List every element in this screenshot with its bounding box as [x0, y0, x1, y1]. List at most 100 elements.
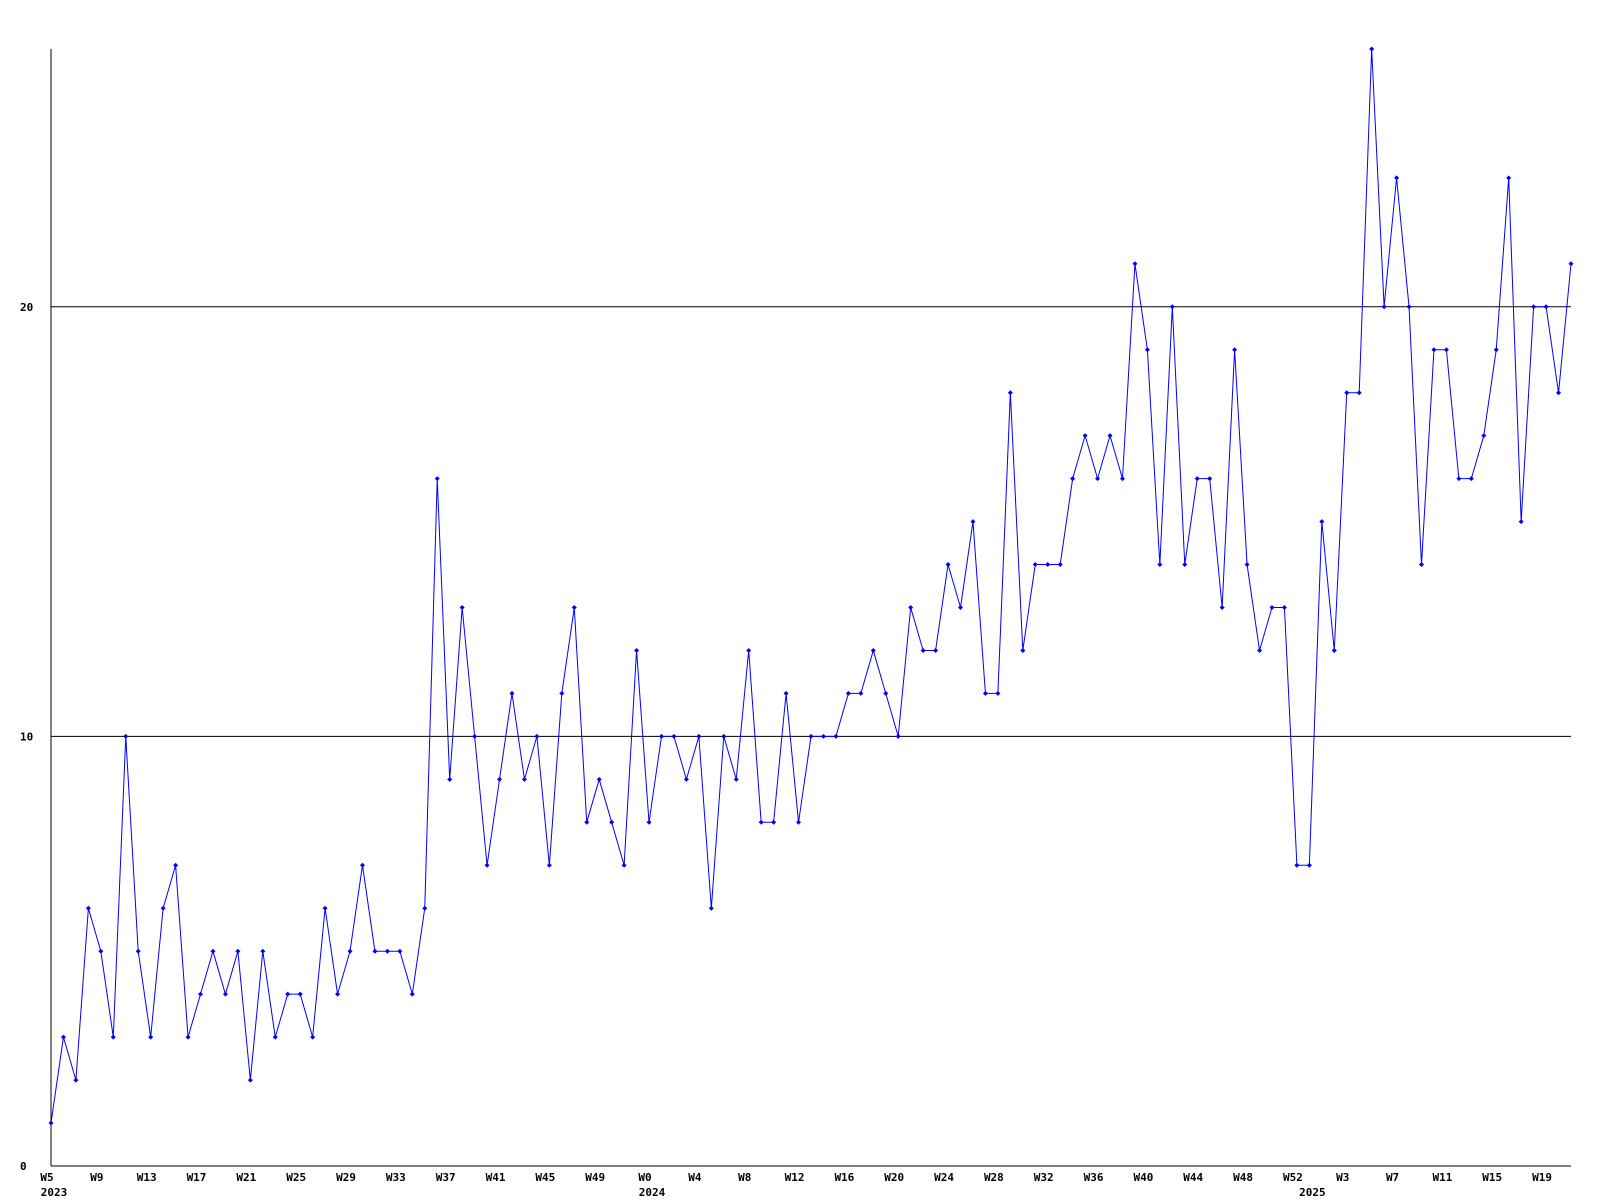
- x-tick-label: W21: [236, 1171, 256, 1184]
- data-point: [1443, 347, 1449, 353]
- data-point: [98, 948, 104, 954]
- data-point: [521, 776, 527, 782]
- data-point: [1107, 433, 1113, 439]
- data-point: [1568, 261, 1574, 267]
- data-point: [160, 905, 166, 911]
- x-tick-label: W33: [386, 1171, 406, 1184]
- data-point: [1319, 519, 1325, 525]
- data-point: [1394, 175, 1400, 181]
- data-point: [1344, 390, 1350, 396]
- data-point: [447, 776, 453, 782]
- x-tick-label: W24: [934, 1171, 954, 1184]
- data-point: [110, 1034, 116, 1040]
- x-tick-label: W32: [1034, 1171, 1054, 1184]
- data-point: [858, 690, 864, 696]
- data-point: [845, 690, 851, 696]
- data-point: [1506, 175, 1512, 181]
- data-point: [359, 862, 365, 868]
- data-point: [434, 476, 440, 482]
- data-point: [1468, 476, 1474, 482]
- data-point: [1232, 347, 1238, 353]
- data-point: [135, 948, 141, 954]
- data-point: [596, 776, 602, 782]
- data-point: [497, 776, 503, 782]
- data-point: [347, 948, 353, 954]
- data-point: [721, 733, 727, 739]
- data-point: [534, 733, 540, 739]
- data-point: [185, 1034, 191, 1040]
- data-point: [1157, 562, 1163, 568]
- data-point: [459, 605, 465, 610]
- x-tick-label: W37: [436, 1171, 456, 1184]
- data-point: [683, 776, 689, 782]
- data-point: [771, 819, 777, 825]
- data-point: [484, 862, 490, 868]
- data-point: [1119, 476, 1125, 482]
- data-point: [671, 733, 677, 739]
- data-point: [1132, 261, 1138, 267]
- data-point: [222, 991, 228, 997]
- data-point: [1244, 562, 1250, 568]
- data-point: [758, 819, 764, 825]
- data-point: [48, 1120, 54, 1126]
- data-point: [235, 948, 241, 954]
- data-point: [422, 905, 428, 911]
- data-point: [584, 819, 590, 825]
- data-point: [883, 690, 889, 696]
- data-point: [1306, 862, 1312, 868]
- data-point: [1020, 647, 1026, 653]
- data-point: [796, 819, 802, 825]
- year-label: 2025: [1299, 1186, 1326, 1199]
- data-point: [397, 948, 403, 954]
- year-label: 2024: [639, 1186, 666, 1199]
- x-tick-label: W45: [535, 1171, 555, 1184]
- x-tick-label: W29: [336, 1171, 356, 1184]
- data-point: [1045, 562, 1051, 568]
- data-point: [409, 991, 415, 997]
- data-point: [1406, 304, 1412, 310]
- data-point: [1281, 605, 1287, 610]
- data-point: [1095, 476, 1101, 482]
- data-point: [1556, 390, 1562, 396]
- x-tick-label: W25: [286, 1171, 306, 1184]
- data-point: [285, 991, 291, 997]
- x-tick-label: W0: [638, 1171, 651, 1184]
- x-tick-label: W36: [1084, 1171, 1104, 1184]
- data-point: [1070, 476, 1076, 482]
- x-tick-label: W7: [1386, 1171, 1399, 1184]
- x-tick-label: W20: [884, 1171, 904, 1184]
- data-point: [920, 647, 926, 653]
- data-point: [1531, 304, 1537, 310]
- data-point: [1431, 347, 1437, 353]
- data-point: [335, 991, 341, 997]
- data-point: [1493, 347, 1499, 353]
- data-point: [310, 1034, 316, 1040]
- data-point: [958, 605, 964, 610]
- data-point: [783, 690, 789, 696]
- data-point: [945, 562, 951, 568]
- x-tick-label: W9: [90, 1171, 103, 1184]
- data-line: [50, 48, 1572, 1124]
- data-point: [982, 690, 988, 696]
- data-point: [384, 948, 390, 954]
- data-point: [73, 1077, 79, 1083]
- data-point: [908, 605, 914, 610]
- data-point: [260, 948, 266, 954]
- x-tick-label: W12: [785, 1171, 805, 1184]
- data-point: [658, 733, 664, 739]
- year-label: 2023: [41, 1186, 68, 1199]
- data-point: [198, 991, 204, 997]
- x-tick-label: W44: [1183, 1171, 1203, 1184]
- data-point: [1219, 605, 1225, 610]
- data-point: [1144, 347, 1150, 353]
- x-tick-label: W28: [984, 1171, 1004, 1184]
- data-point: [297, 991, 303, 997]
- data-point: [1356, 390, 1362, 396]
- data-point: [60, 1034, 66, 1040]
- data-point: [1518, 519, 1524, 525]
- data-point: [1007, 390, 1013, 396]
- data-point: [559, 690, 565, 696]
- data-point: [708, 905, 714, 911]
- data-point: [1331, 647, 1337, 653]
